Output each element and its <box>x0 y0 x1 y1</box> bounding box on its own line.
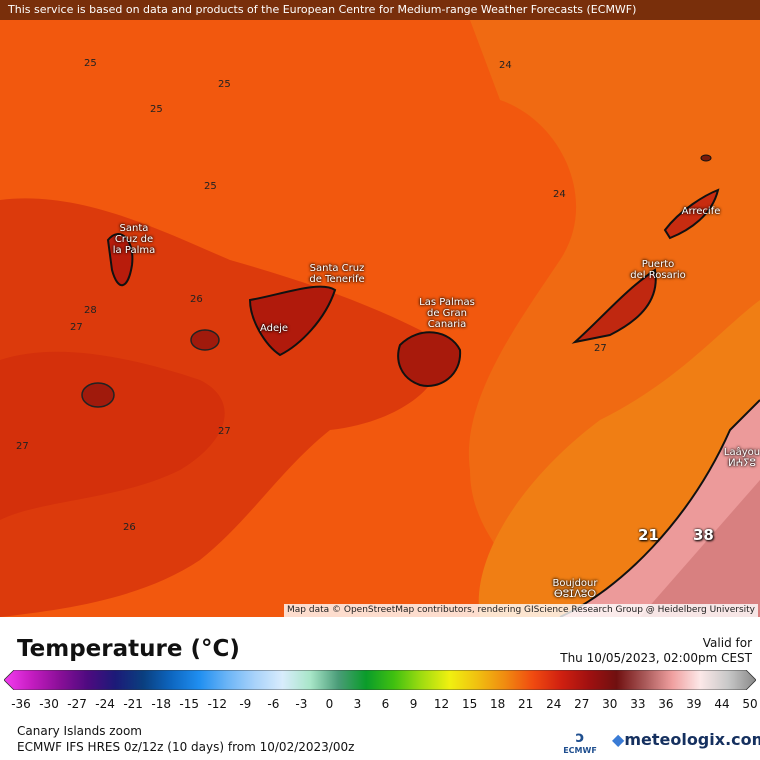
legend-title: Temperature (°C) <box>17 636 240 662</box>
tick-label: 50 <box>742 697 758 711</box>
model-info: ECMWF IFS HRES 0z/12z (10 days) from 10/… <box>17 740 355 754</box>
city-label: ⵍⵄⵢⵓ <box>728 458 756 469</box>
tick-label: -15 <box>179 697 200 711</box>
valid-time: Valid for Thu 10/05/2023, 02:00pm CEST <box>560 636 752 666</box>
city-label: del Rosario <box>630 270 686 281</box>
meteologix-logo-text: meteologix.com <box>624 730 760 749</box>
tick-label: 0 <box>325 697 334 711</box>
tick-label: 15 <box>461 697 478 711</box>
tick-label: -9 <box>239 697 252 711</box>
contour-label: 25 <box>204 181 217 192</box>
meteologix-logo[interactable]: ◆meteologix.com <box>612 730 760 749</box>
city-label: de Gran <box>426 308 467 319</box>
ecmwf-notice-banner: This service is based on data and produc… <box>0 0 760 20</box>
tick-label: 27 <box>574 697 590 711</box>
city-adeje[interactable]: Adeje <box>260 323 288 334</box>
contour-label: 25 <box>218 79 231 90</box>
color-scale-ticks: -36 -30 -27 -24 -21 -18 -15 -12 -9 -6 -3 0 3 6 9 12 15 18… <box>0 697 760 711</box>
tick-label: -27 <box>67 697 87 711</box>
color-scale-gradient <box>4 670 756 690</box>
color-scale-bar <box>4 670 756 690</box>
valid-datetime: Thu 10/05/2023, 02:00pm CEST <box>560 651 752 665</box>
city-las-palmas[interactable]: Las Palmas de Gran Canaria <box>419 297 475 330</box>
warm-zone-sw <box>0 351 225 520</box>
contour-label: 27 <box>218 426 231 437</box>
city-puerto-del-rosario[interactable]: Puerto del Rosario <box>630 259 685 281</box>
tick-label: -6 <box>267 697 280 711</box>
tick-label: -21 <box>123 697 143 711</box>
max-value-label: 38 <box>693 526 714 544</box>
gran-canaria-island <box>397 331 462 387</box>
contour-label: 24 <box>499 60 512 71</box>
tick-label: -24 <box>95 697 115 711</box>
city-label: Arrecife <box>681 206 721 217</box>
tick-label: 9 <box>409 697 418 711</box>
ecmwf-logo-text: ECMWF <box>563 746 597 755</box>
tick-label: 6 <box>381 697 390 711</box>
tick-label: 44 <box>714 697 730 711</box>
ecmwf-logo-icon: ↄ <box>575 728 585 746</box>
region-label: Canary Islands zoom <box>17 724 142 738</box>
temperature-map[interactable]: This service is based on data and produc… <box>0 0 760 618</box>
la-gomera-island <box>190 329 220 351</box>
africa-interior <box>640 480 760 617</box>
el-hierro-island <box>81 382 115 408</box>
city-label: ⴱⵓⵊⴷⵓⵔ <box>553 589 597 600</box>
islet <box>700 154 712 162</box>
city-santa-cruz-de-la-palma[interactable]: Santa Cruz de la Palma <box>113 223 155 256</box>
contour-label: 27 <box>70 322 83 333</box>
map-canvas <box>0 0 760 618</box>
contour-label: 27 <box>594 343 607 354</box>
tick-label: -3 <box>295 697 308 711</box>
contour-label: 27 <box>16 441 29 452</box>
tick-label: 12 <box>433 697 450 711</box>
lanzarote-island <box>663 188 720 240</box>
city-label: Cruz de <box>114 234 154 245</box>
valid-label: Valid for <box>702 636 752 650</box>
meteologix-drop-icon: ◆ <box>612 730 625 749</box>
fuerteventura-island <box>571 268 657 344</box>
la-palma-island <box>106 233 134 287</box>
city-label: la Palma <box>112 245 156 256</box>
city-label: Laâyou <box>723 447 760 458</box>
city-label: Santa <box>119 223 149 234</box>
city-label: Las Palmas <box>419 297 475 308</box>
city-laayoune[interactable]: Laâyou ⵍⵄⵢⵓ <box>724 447 760 469</box>
contour-label: 24 <box>553 189 566 200</box>
city-label: Adeje <box>259 323 289 334</box>
tick-label: -36 <box>11 697 31 711</box>
ecmwf-logo: ↄ ECMWF <box>562 728 598 755</box>
tick-label: 18 <box>490 697 506 711</box>
city-label: Santa Cruz <box>309 263 365 274</box>
contour-label: 26 <box>190 294 203 305</box>
tick-label: 24 <box>546 697 562 711</box>
africa-coastline <box>559 399 760 618</box>
tick-label: -18 <box>151 697 171 711</box>
map-attribution[interactable]: Map data © OpenStreetMap contributors, r… <box>284 604 758 617</box>
contour-label: 28 <box>84 305 97 316</box>
city-label: Canaria <box>427 319 467 330</box>
city-boujdour[interactable]: Boujdour ⴱⵓⵊⴷⵓⵔ <box>552 578 597 600</box>
tick-label: 39 <box>686 697 702 711</box>
tick-label: 30 <box>602 697 618 711</box>
city-label: Puerto <box>641 259 675 270</box>
tick-label: 3 <box>353 697 362 711</box>
city-label: Boujdour <box>552 578 598 589</box>
min-value-label: 21 <box>638 526 659 544</box>
city-label: de Tenerife <box>309 274 365 285</box>
tick-label: 36 <box>658 697 674 711</box>
tick-label: 21 <box>518 697 534 711</box>
contour-label: 25 <box>84 58 97 69</box>
city-santa-cruz-de-tenerife[interactable]: Santa Cruz de Tenerife <box>309 263 364 285</box>
tick-label: 33 <box>630 697 646 711</box>
tick-label: -30 <box>39 697 59 711</box>
contour-label: 26 <box>123 522 136 533</box>
tenerife-island <box>248 285 337 357</box>
tick-label: -12 <box>207 697 228 711</box>
contour-label: 25 <box>150 104 163 115</box>
city-arrecife[interactable]: Arrecife <box>682 206 721 217</box>
